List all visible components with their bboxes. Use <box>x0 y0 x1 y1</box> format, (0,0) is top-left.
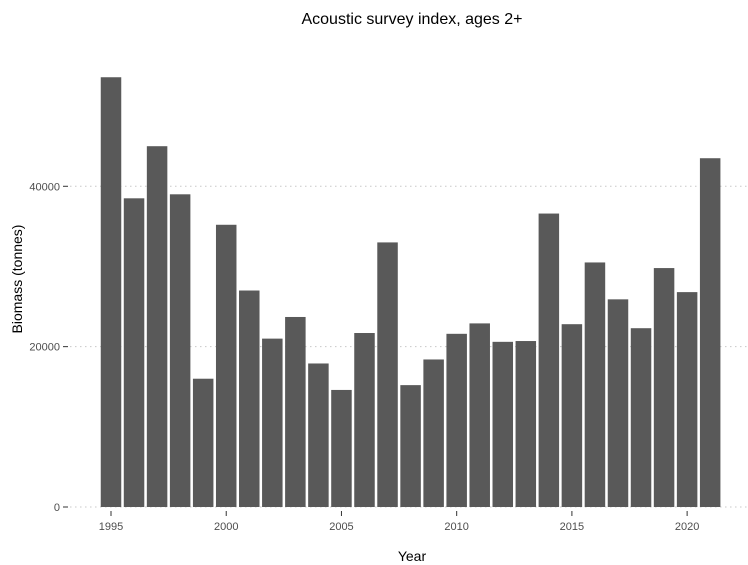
x-tick-label: 2020 <box>675 521 699 533</box>
bar <box>561 324 583 507</box>
y-axis: 0 20000 40000 <box>29 181 68 514</box>
bar <box>607 299 629 507</box>
bar <box>239 290 260 507</box>
bar <box>354 333 375 507</box>
x-tick-label: 1995 <box>99 521 123 533</box>
chart-title: Acoustic survey index, ages 2+ <box>301 11 522 28</box>
bar <box>100 77 122 507</box>
bar <box>285 316 306 507</box>
bar <box>676 292 698 507</box>
bar <box>699 158 721 508</box>
bar <box>377 242 398 508</box>
bar <box>308 363 329 507</box>
bar <box>423 359 444 507</box>
x-tick-label: 2010 <box>444 521 468 533</box>
bar <box>630 328 652 507</box>
y-tick-label: 0 <box>54 502 60 514</box>
y-tick-label: 40000 <box>29 181 60 193</box>
x-axis: 1995 2000 2005 2010 2015 2020 <box>99 511 699 533</box>
bar <box>146 146 168 508</box>
bar <box>653 268 675 507</box>
y-axis-title: Biomass (tonnes) <box>9 225 25 334</box>
x-axis-title: Year <box>398 548 427 564</box>
bar <box>515 341 537 507</box>
x-tick-label: 2005 <box>329 521 353 533</box>
bar <box>538 213 560 507</box>
bar <box>331 389 352 507</box>
bar <box>400 385 421 507</box>
bar <box>192 378 214 507</box>
bar <box>169 194 191 507</box>
bar <box>469 323 490 507</box>
bar <box>446 333 467 507</box>
bar <box>584 262 606 507</box>
bars <box>100 77 721 508</box>
bar <box>492 341 514 507</box>
bar <box>123 198 145 507</box>
x-tick-label: 2000 <box>214 521 238 533</box>
bar <box>215 224 237 507</box>
x-tick-label: 2015 <box>560 521 584 533</box>
bar <box>262 338 283 507</box>
y-tick-label: 20000 <box>29 342 60 354</box>
